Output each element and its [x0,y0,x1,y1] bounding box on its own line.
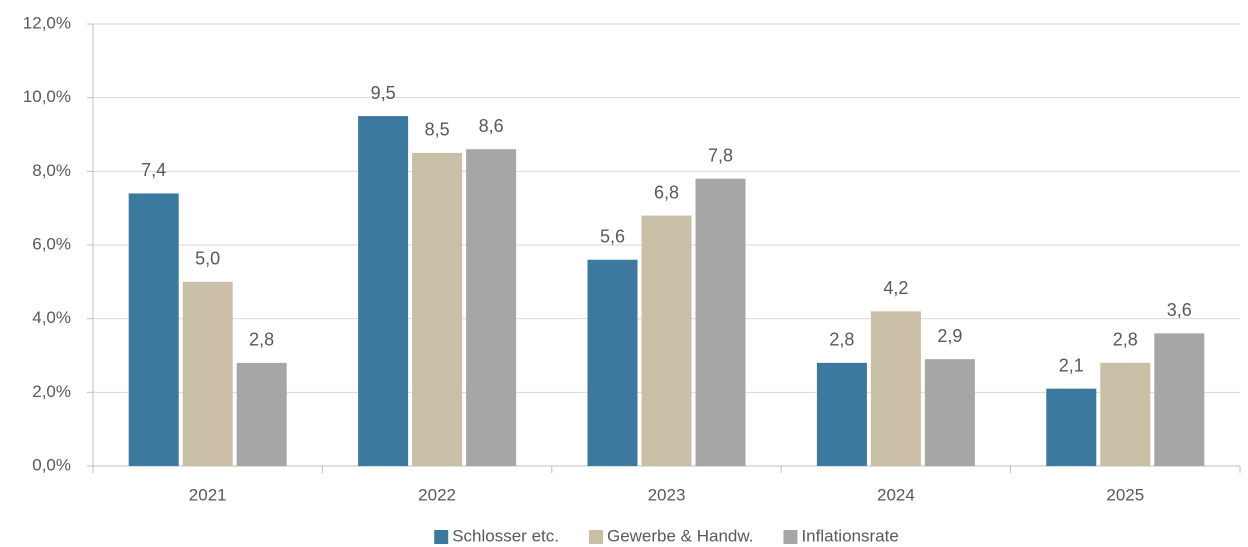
value-label: 5,0 [195,249,220,269]
value-label: 5,6 [600,226,625,246]
y-tick-label: 2,0% [32,382,71,401]
x-tick-label: 2025 [1106,485,1144,504]
value-label: 2,8 [1113,330,1138,350]
y-tick-label: 10,0% [23,87,71,106]
value-label: 4,2 [883,278,908,298]
bar [466,149,517,466]
value-label: 7,4 [141,160,166,180]
value-label: 2,9 [937,326,962,346]
value-label: 7,8 [708,145,733,165]
bar [128,193,179,466]
bar [412,152,463,466]
x-tick-label: 2024 [877,485,915,504]
bar [924,359,975,466]
bar [1154,333,1205,466]
value-label: 9,5 [371,83,396,103]
value-label: 2,1 [1059,355,1084,375]
bar [816,362,867,466]
bar [641,215,692,466]
value-label: 6,8 [654,182,679,202]
x-tick-label: 2021 [189,485,227,504]
legend-label: Schlosser etc. [452,526,559,545]
y-tick-label: 8,0% [32,161,71,180]
value-label: 2,8 [829,330,854,350]
y-tick-label: 4,0% [32,308,71,327]
legend-swatch [588,530,603,544]
bar [695,178,746,466]
value-label: 2,8 [249,330,274,350]
bar [182,281,233,466]
legend-swatch [434,530,449,544]
bar [1046,388,1097,466]
bar [870,311,921,466]
legend-label: Gewerbe & Handw. [607,526,753,545]
value-label: 8,5 [425,120,450,140]
y-tick-label: 0,0% [32,455,71,474]
x-tick-label: 2023 [648,485,686,504]
y-tick-label: 6,0% [32,234,71,253]
x-tick-label: 2022 [418,485,456,504]
bar [587,259,638,466]
y-tick-label: 12,0% [23,13,71,32]
value-label: 8,6 [479,116,504,136]
bar [236,362,287,466]
legend-label: Inflationsrate [801,526,898,545]
legend-swatch [783,530,798,544]
bar [1100,362,1151,466]
value-label: 3,6 [1167,300,1192,320]
bar [358,116,409,466]
